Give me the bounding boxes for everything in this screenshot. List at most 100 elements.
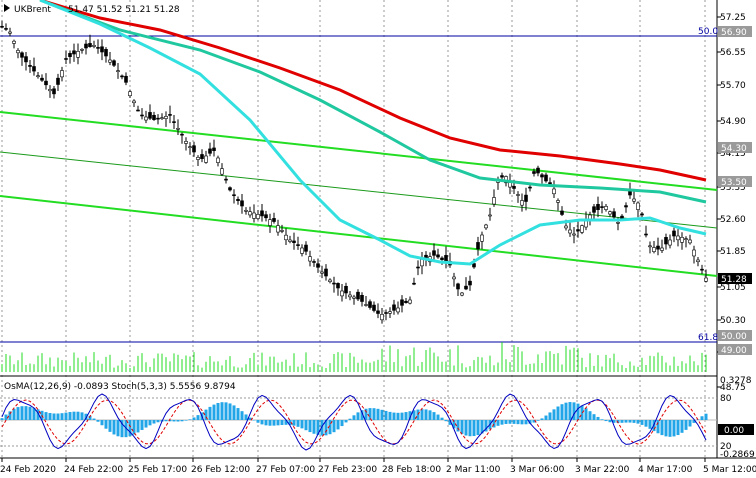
volume-bars bbox=[1, 342, 707, 372]
candle-body bbox=[384, 312, 388, 314]
candle-body bbox=[456, 283, 460, 290]
candle-body bbox=[212, 147, 216, 151]
candle-body bbox=[292, 240, 296, 243]
osma-bar bbox=[616, 420, 620, 423]
candle-body bbox=[300, 247, 304, 254]
osc-tick-zero: 0.00 bbox=[724, 426, 744, 436]
candle-body bbox=[632, 198, 636, 202]
candle-body bbox=[640, 213, 644, 216]
osma-bar bbox=[248, 417, 252, 420]
price-box-label: 56.90 bbox=[721, 28, 747, 38]
price-tick-label: 51.05 bbox=[720, 283, 746, 293]
osma-bar bbox=[296, 420, 300, 427]
candle-body bbox=[188, 146, 192, 148]
candle-body bbox=[560, 210, 564, 215]
candle-body bbox=[172, 121, 176, 123]
osma-bar bbox=[624, 420, 628, 423]
candle-body bbox=[112, 60, 116, 66]
ma-mid-line bbox=[39, 0, 707, 204]
candle-body bbox=[284, 234, 288, 241]
candle-body bbox=[540, 174, 544, 178]
candle-body bbox=[604, 206, 608, 210]
osma-bar bbox=[240, 411, 244, 420]
osma-bar bbox=[232, 405, 236, 420]
osma-bar bbox=[276, 420, 280, 426]
osma-bar bbox=[52, 413, 56, 420]
osma-bar bbox=[496, 420, 500, 426]
osma-bar bbox=[216, 402, 220, 420]
osma-bar bbox=[24, 406, 28, 420]
osma-bar bbox=[96, 420, 100, 422]
osma-bar bbox=[692, 420, 696, 423]
osma-bar bbox=[408, 411, 412, 420]
candle-body bbox=[144, 116, 148, 121]
osma-bar bbox=[660, 420, 664, 436]
candle-body bbox=[84, 43, 88, 49]
candle-body bbox=[568, 229, 572, 234]
osma-bar bbox=[308, 420, 312, 433]
osma-bar bbox=[676, 420, 680, 436]
candle-body bbox=[440, 257, 444, 260]
osma-bar bbox=[556, 406, 560, 420]
osma-bar bbox=[292, 420, 296, 426]
osma-bar bbox=[176, 420, 180, 422]
candle-body bbox=[312, 261, 316, 263]
candle-body bbox=[404, 300, 408, 303]
osma-bar bbox=[476, 420, 480, 436]
osma-bar bbox=[428, 410, 432, 420]
osma-bar bbox=[72, 411, 76, 420]
osma-bar bbox=[88, 415, 92, 420]
candle-body bbox=[208, 148, 212, 154]
ma-fast-line bbox=[39, 0, 707, 266]
osma-bar bbox=[16, 407, 20, 420]
osma-bar bbox=[104, 420, 108, 429]
candle-body bbox=[508, 182, 512, 188]
osma-bar bbox=[316, 420, 320, 435]
candlesticks bbox=[0, 20, 708, 324]
osma-bar bbox=[100, 420, 104, 426]
time-tick-label: 27 Feb 07:00 bbox=[256, 465, 315, 475]
osma-bar bbox=[664, 420, 668, 437]
fib-50-label: 50.0 bbox=[698, 27, 718, 37]
candle-body bbox=[396, 307, 400, 313]
osma-bar bbox=[340, 420, 344, 427]
osma-bar bbox=[416, 409, 420, 420]
osma-bar bbox=[688, 420, 692, 427]
osma-bar bbox=[188, 419, 192, 420]
candle-body bbox=[260, 210, 264, 217]
candle-body bbox=[376, 310, 380, 314]
osma-bar bbox=[92, 418, 96, 420]
channel-lower-line bbox=[0, 195, 718, 277]
osma-bar bbox=[380, 409, 384, 420]
osma-bar bbox=[212, 404, 216, 420]
osma-bar bbox=[640, 420, 644, 425]
osma-bar bbox=[208, 406, 212, 420]
osma-bar bbox=[84, 413, 88, 420]
osma-bar bbox=[196, 415, 200, 420]
candle-body bbox=[500, 175, 504, 178]
osma-bar bbox=[152, 420, 156, 424]
osma-bar bbox=[220, 402, 224, 420]
time-tick-label: 2 Mar 11:00 bbox=[446, 465, 501, 475]
candle-body bbox=[348, 294, 352, 298]
candle-body bbox=[564, 225, 568, 229]
osma-bar bbox=[376, 408, 380, 420]
candle-body bbox=[656, 245, 660, 250]
candle-body bbox=[32, 66, 36, 72]
candle-body bbox=[136, 109, 140, 112]
candle-body bbox=[232, 194, 236, 197]
candle-body bbox=[664, 237, 668, 245]
candle-body bbox=[360, 294, 364, 302]
candle-body bbox=[452, 276, 456, 280]
osma-bar bbox=[420, 409, 424, 420]
osma-bar bbox=[256, 420, 260, 423]
candle-body bbox=[160, 117, 164, 119]
price-box bbox=[718, 344, 752, 355]
osma-bar bbox=[540, 418, 544, 420]
candle-body bbox=[520, 200, 524, 206]
osma-bar bbox=[68, 412, 72, 420]
time-axis: 24 Feb 2020 24 Feb 22:00 25 Feb 17:00 26 Fe… bbox=[0, 458, 756, 475]
osma-bar bbox=[48, 413, 52, 420]
candle-body bbox=[416, 266, 420, 269]
candle-body bbox=[436, 254, 440, 258]
